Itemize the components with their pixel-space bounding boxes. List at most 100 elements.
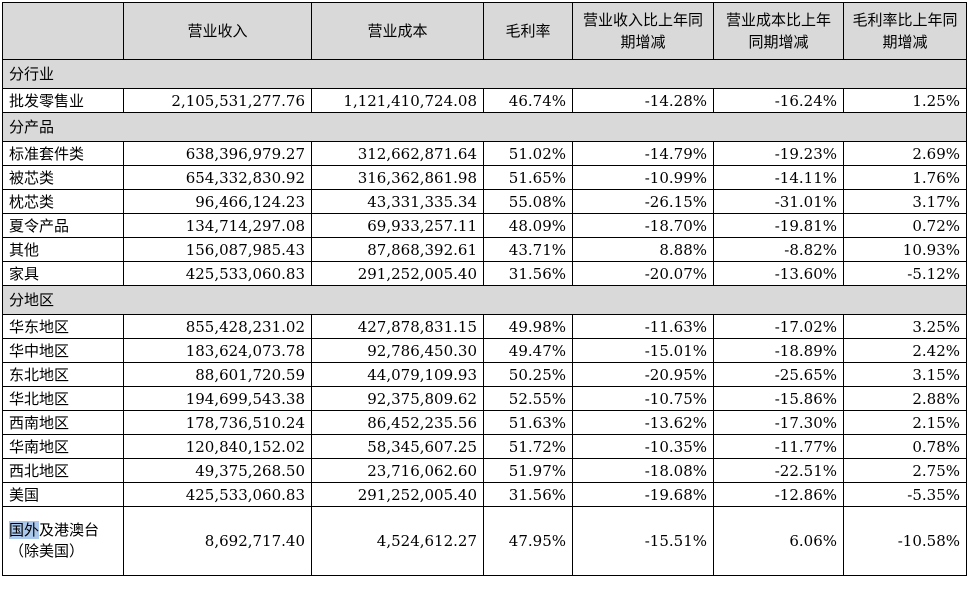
table-cell: 2.69% [843, 141, 967, 166]
table-cell: -11.63% [572, 314, 714, 339]
table-row: 西北地区 49,375,268.50 23,716,062.60 51.97% -18.… [2, 458, 967, 483]
table-cell: -26.15% [572, 189, 714, 214]
table-row: 美国 425,533,060.83 291,252,005.40 31.56% -19.… [2, 482, 967, 507]
table-cell: -15.01% [572, 338, 714, 363]
table-cell: -16.24% [713, 88, 844, 113]
table-cell: 49.47% [483, 338, 573, 363]
table-cell: -10.75% [572, 386, 714, 411]
table-cell: 156,087,985.43 [123, 237, 312, 262]
table-cell: 8,692,717.40 [123, 506, 312, 576]
row-label: 华中地区 [2, 338, 124, 363]
row-label-text: 及港澳台（除美国） [9, 521, 100, 560]
table-cell: -22.51% [713, 458, 844, 483]
table-cell: -20.95% [572, 362, 714, 387]
table-cell: -8.82% [713, 237, 844, 262]
table-cell: 51.72% [483, 434, 573, 459]
header-cell: 营业成本比上年同期增减 [713, 2, 844, 60]
table-cell: 183,624,073.78 [123, 338, 312, 363]
table-cell: 43,331,335.34 [311, 189, 484, 214]
table-row: 华中地区 183,624,073.78 92,786,450.30 49.47% -15… [2, 338, 967, 363]
table-row: 批发零售业 2,105,531,277.76 1,121,410,724.08 46.… [2, 88, 967, 113]
table-row: 其他 156,087,985.43 87,868,392.61 43.71% 8.88%… [2, 237, 967, 262]
table-cell: -17.02% [713, 314, 844, 339]
table-cell: 92,786,450.30 [311, 338, 484, 363]
table-cell: 855,428,231.02 [123, 314, 312, 339]
row-label: 家具 [2, 261, 124, 286]
table-cell: 2.15% [843, 410, 967, 435]
table-cell: 1.76% [843, 165, 967, 190]
row-label: 西南地区 [2, 410, 124, 435]
table-row: 华南地区 120,840,152.02 58,345,607.25 51.72% -10… [2, 434, 967, 459]
table-cell: 51.63% [483, 410, 573, 435]
table-cell: 3.25% [843, 314, 967, 339]
table-cell: 92,375,809.62 [311, 386, 484, 411]
table-cell: 194,699,543.38 [123, 386, 312, 411]
table-cell: -13.60% [713, 261, 844, 286]
table-cell: -19.23% [713, 141, 844, 166]
table-cell: 291,252,005.40 [311, 261, 484, 286]
table-row: 华东地区 855,428,231.02 427,878,831.15 49.98% -1… [2, 314, 967, 339]
table-cell: -10.35% [572, 434, 714, 459]
row-label: 枕芯类 [2, 189, 124, 214]
table-cell: 48.09% [483, 213, 573, 238]
table-cell: 69,933,257.11 [311, 213, 484, 238]
table-cell: -18.70% [572, 213, 714, 238]
row-label: 东北地区 [2, 362, 124, 387]
table-cell: 2.88% [843, 386, 967, 411]
table-cell: 425,533,060.83 [123, 482, 312, 507]
table-cell: 52.55% [483, 386, 573, 411]
table-cell: -19.68% [572, 482, 714, 507]
table-cell: 58,345,607.25 [311, 434, 484, 459]
table-cell: 86,452,235.56 [311, 410, 484, 435]
table-cell: 2.75% [843, 458, 967, 483]
table-cell: -15.86% [713, 386, 844, 411]
table-cell: -10.58% [843, 506, 967, 576]
table-row: 国外及港澳台（除美国） 8,692,717.40 4,524,612.27 47.95… [2, 506, 967, 576]
table-cell: 291,252,005.40 [311, 482, 484, 507]
row-label: 国外及港澳台（除美国） [2, 506, 124, 576]
table-row: 枕芯类 96,466,124.23 43,331,335.34 55.08% -26.1… [2, 189, 967, 214]
table-cell: 3.17% [843, 189, 967, 214]
table-cell: 51.65% [483, 165, 573, 190]
row-label: 夏令产品 [2, 213, 124, 238]
table-cell: 425,533,060.83 [123, 261, 312, 286]
table-cell: 4,524,612.27 [311, 506, 484, 576]
table-cell: -11.77% [713, 434, 844, 459]
table-cell: 1,121,410,724.08 [311, 88, 484, 113]
table-cell: 316,362,861.98 [311, 165, 484, 190]
row-label: 标准套件类 [2, 141, 124, 166]
table-cell: -14.79% [572, 141, 714, 166]
table-cell: -25.65% [713, 362, 844, 387]
table-cell: 638,396,979.27 [123, 141, 312, 166]
table-cell: 49,375,268.50 [123, 458, 312, 483]
header-cell: 营业收入比上年同期增减 [572, 2, 714, 60]
table-cell: -14.11% [713, 165, 844, 190]
table-cell: 44,079,109.93 [311, 362, 484, 387]
table-cell: -10.99% [572, 165, 714, 190]
table-row: 东北地区 88,601,720.59 44,079,109.93 50.25% -20.… [2, 362, 967, 387]
table-cell: -14.28% [572, 88, 714, 113]
section-title: 分产品 [2, 112, 967, 142]
header-cell: 营业成本 [311, 2, 484, 60]
table-cell: 55.08% [483, 189, 573, 214]
table-cell: 49.98% [483, 314, 573, 339]
financial-table: 营业收入 营业成本 毛利率 营业收入比上年同期增减 营业成本比上年同期增减 毛利… [2, 2, 967, 576]
table-cell: -19.81% [713, 213, 844, 238]
table-cell: 120,840,152.02 [123, 434, 312, 459]
table-row: 被芯类 654,332,830.92 316,362,861.98 51.65% -10… [2, 165, 967, 190]
table-cell: 0.72% [843, 213, 967, 238]
row-label: 华北地区 [2, 386, 124, 411]
row-label: 美国 [2, 482, 124, 507]
table-row: 标准套件类 638,396,979.27 312,662,871.64 51.02% -… [2, 141, 967, 166]
table-cell: -31.01% [713, 189, 844, 214]
table-cell: 1.25% [843, 88, 967, 113]
table-cell: 88,601,720.59 [123, 362, 312, 387]
table-cell: 312,662,871.64 [311, 141, 484, 166]
row-label: 其他 [2, 237, 124, 262]
table-cell: 87,868,392.61 [311, 237, 484, 262]
highlighted-text: 国外 [9, 521, 40, 539]
table-cell: -5.35% [843, 482, 967, 507]
row-label: 被芯类 [2, 165, 124, 190]
table-cell: 51.97% [483, 458, 573, 483]
header-row: 营业收入 营业成本 毛利率 营业收入比上年同期增减 营业成本比上年同期增减 毛利… [2, 2, 967, 60]
